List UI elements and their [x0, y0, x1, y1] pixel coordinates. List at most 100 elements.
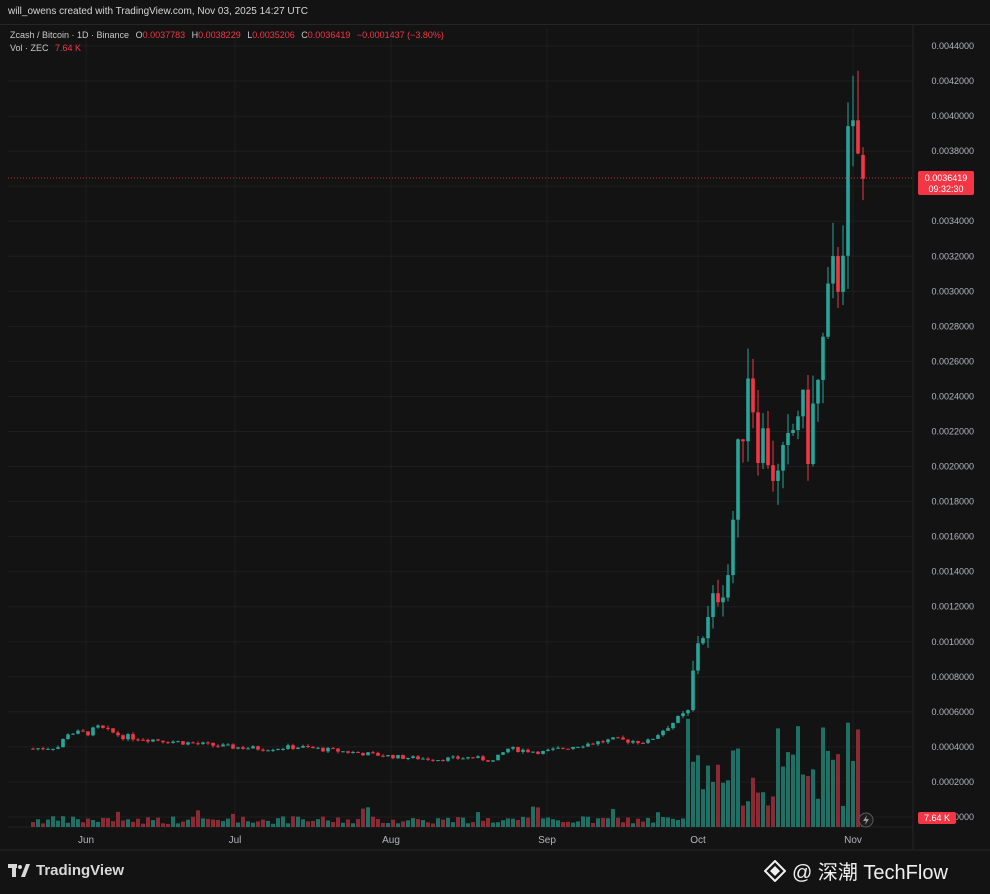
candle-body [246, 748, 250, 750]
candle-body [56, 747, 60, 749]
candle-body [641, 742, 645, 744]
volume-bar [636, 818, 640, 827]
volume-bar [296, 816, 300, 827]
candle-body [771, 465, 775, 481]
volume-bar [421, 820, 425, 827]
volume-bar [86, 818, 90, 827]
volume-bar [611, 808, 615, 827]
volume-bar [551, 819, 555, 827]
price-axis[interactable]: 0.0044000 0.0042000 0.0040000 0.0038000 0.00… [931, 41, 974, 822]
price-tick-label: 0.0008000 [931, 672, 974, 682]
candle-body [661, 730, 665, 736]
candle-body [51, 748, 55, 750]
candle-body [416, 756, 420, 760]
candle-body [396, 755, 400, 759]
volume-bar [786, 752, 790, 827]
goto-realtime-button[interactable] [858, 812, 874, 828]
volume-bar [216, 819, 220, 827]
candle-body [781, 445, 785, 471]
candle-body [581, 746, 585, 748]
volume-bar [586, 816, 590, 827]
volume-bar [506, 818, 510, 827]
volume-bar [271, 823, 275, 827]
volume-bar [151, 820, 155, 827]
volume-bar [391, 819, 395, 827]
volume-badge-label: 7.64 K [924, 813, 950, 823]
volume-bar [801, 774, 805, 827]
candle-body [796, 416, 800, 431]
volume-bar [516, 819, 520, 827]
candle-body [386, 755, 390, 757]
candle-body [71, 733, 75, 735]
candle-body [486, 760, 490, 762]
close-value: 0.0036419 [307, 30, 351, 40]
volume-bar [236, 822, 240, 827]
volume-bar [621, 822, 625, 827]
volume-bar [536, 807, 540, 827]
volume-bar [436, 818, 440, 827]
candle-body [221, 744, 225, 747]
volume-bar [521, 816, 525, 827]
candle-body [296, 747, 300, 749]
candle-body [156, 739, 160, 741]
volume-bar [356, 819, 360, 827]
candle-body [556, 747, 560, 749]
volume-bar [851, 760, 855, 827]
last-price-badge: 0.0036419 09:32:30 [918, 171, 974, 195]
candle-body [561, 747, 565, 749]
candle-body [171, 741, 175, 743]
candle-body [526, 749, 530, 753]
volume-bar [846, 722, 850, 827]
price-tick-label: 0.0032000 [931, 251, 974, 261]
candle-body [411, 756, 415, 759]
volume-bar [661, 817, 665, 827]
candle-body [166, 742, 170, 744]
volume-bar [56, 820, 60, 827]
volume-bar [711, 781, 715, 827]
brand-name: TradingView [36, 862, 125, 879]
candle-body [401, 755, 405, 759]
volume-bar [96, 821, 100, 827]
candle-body [646, 739, 650, 743]
volume-bar [181, 821, 185, 827]
volume-bar [261, 819, 265, 827]
volume-bar [451, 822, 455, 827]
candle-body [286, 745, 290, 749]
open-value: 0.0037783 [142, 30, 186, 40]
candle-body [191, 742, 195, 744]
volume-bar [766, 805, 770, 827]
candle-body [201, 742, 205, 744]
candle-body [546, 749, 550, 751]
time-axis[interactable]: Jun Jul Aug Sep Oct Nov [78, 835, 862, 846]
volume-bar [46, 819, 50, 827]
candle-body [406, 758, 410, 760]
price-tick-label: 0.0040000 [931, 111, 974, 121]
time-tick-label: Sep [538, 835, 556, 846]
volume-bar [61, 816, 65, 827]
volume-bar [596, 818, 600, 827]
watermark-text: @ 深潮 TechFlow [792, 862, 948, 884]
price-tick-label: 0.0030000 [931, 286, 974, 296]
volume-bar [76, 819, 80, 827]
candle-body [801, 389, 805, 417]
candle-body [761, 428, 765, 463]
volume-bar [496, 822, 500, 827]
volume-bar [806, 775, 810, 827]
tradingview-logo[interactable]: TradingView [8, 862, 124, 879]
volume-bar [456, 817, 460, 827]
candle-body [601, 741, 605, 743]
candle-body [236, 747, 240, 749]
high-value: 0.0038229 [198, 30, 241, 40]
volume-bar [686, 718, 690, 827]
candle-body [231, 744, 235, 749]
volume-bar [631, 823, 635, 827]
volume-bar [656, 812, 660, 827]
volume-bar [841, 805, 845, 827]
volume-bar [601, 817, 605, 827]
volume-bar [101, 817, 105, 827]
volume-bar [696, 755, 700, 827]
candle-body [826, 283, 830, 337]
volume-bar [351, 823, 355, 827]
candle-body [291, 745, 295, 749]
